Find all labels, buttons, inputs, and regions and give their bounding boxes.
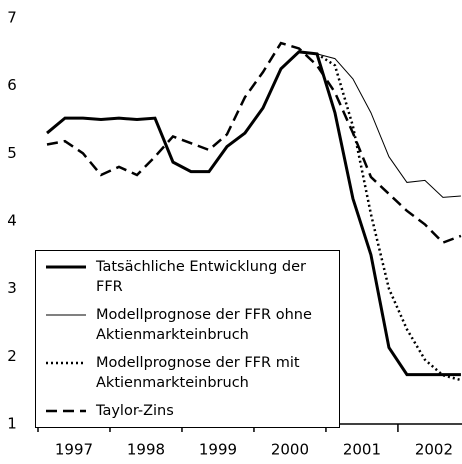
legend-item: Modellprognose der FFR ohne Aktienmarkte… bbox=[44, 305, 333, 345]
y-tick-label: 1 bbox=[7, 415, 17, 433]
legend-label: Tatsächliche Entwicklung der FFR bbox=[96, 259, 306, 295]
legend-label: Modellprognose der FFR ohne Aktienmarkte… bbox=[96, 307, 312, 343]
x-tick-label: 1998 bbox=[127, 441, 165, 459]
legend-label: Taylor-Zins bbox=[96, 403, 174, 419]
legend-item: Modellprognose der FFR mit Aktienmarktei… bbox=[44, 353, 333, 393]
legend-swatch bbox=[46, 265, 86, 269]
x-tick-label: 1997 bbox=[55, 441, 93, 459]
x-tick-label: 2001 bbox=[343, 441, 381, 459]
y-tick-label: 2 bbox=[7, 347, 17, 365]
y-tick-label: 3 bbox=[7, 279, 17, 297]
series-line bbox=[298, 51, 461, 198]
x-tick-label: 1999 bbox=[199, 441, 237, 459]
legend: Tatsächliche Entwicklung der FFR Modellpr… bbox=[35, 250, 340, 428]
series-line bbox=[316, 52, 462, 382]
y-tick-label: 6 bbox=[7, 76, 17, 94]
series-line bbox=[46, 41, 462, 245]
y-tick-label: 5 bbox=[7, 144, 17, 162]
y-tick-label: 7 bbox=[7, 9, 17, 27]
legend-item: Taylor-Zins bbox=[44, 401, 333, 421]
legend-swatch bbox=[46, 409, 86, 413]
legend-label: Modellprognose der FFR mit Aktienmarktei… bbox=[96, 355, 300, 391]
legend-swatch bbox=[46, 314, 86, 316]
legend-swatch bbox=[46, 361, 86, 365]
x-tick-label: 2002 bbox=[415, 441, 453, 459]
y-tick-label: 4 bbox=[7, 212, 17, 230]
x-tick-label: 2000 bbox=[271, 441, 309, 459]
legend-item: Tatsächliche Entwicklung der FFR bbox=[44, 257, 333, 297]
series-line bbox=[46, 50, 461, 377]
